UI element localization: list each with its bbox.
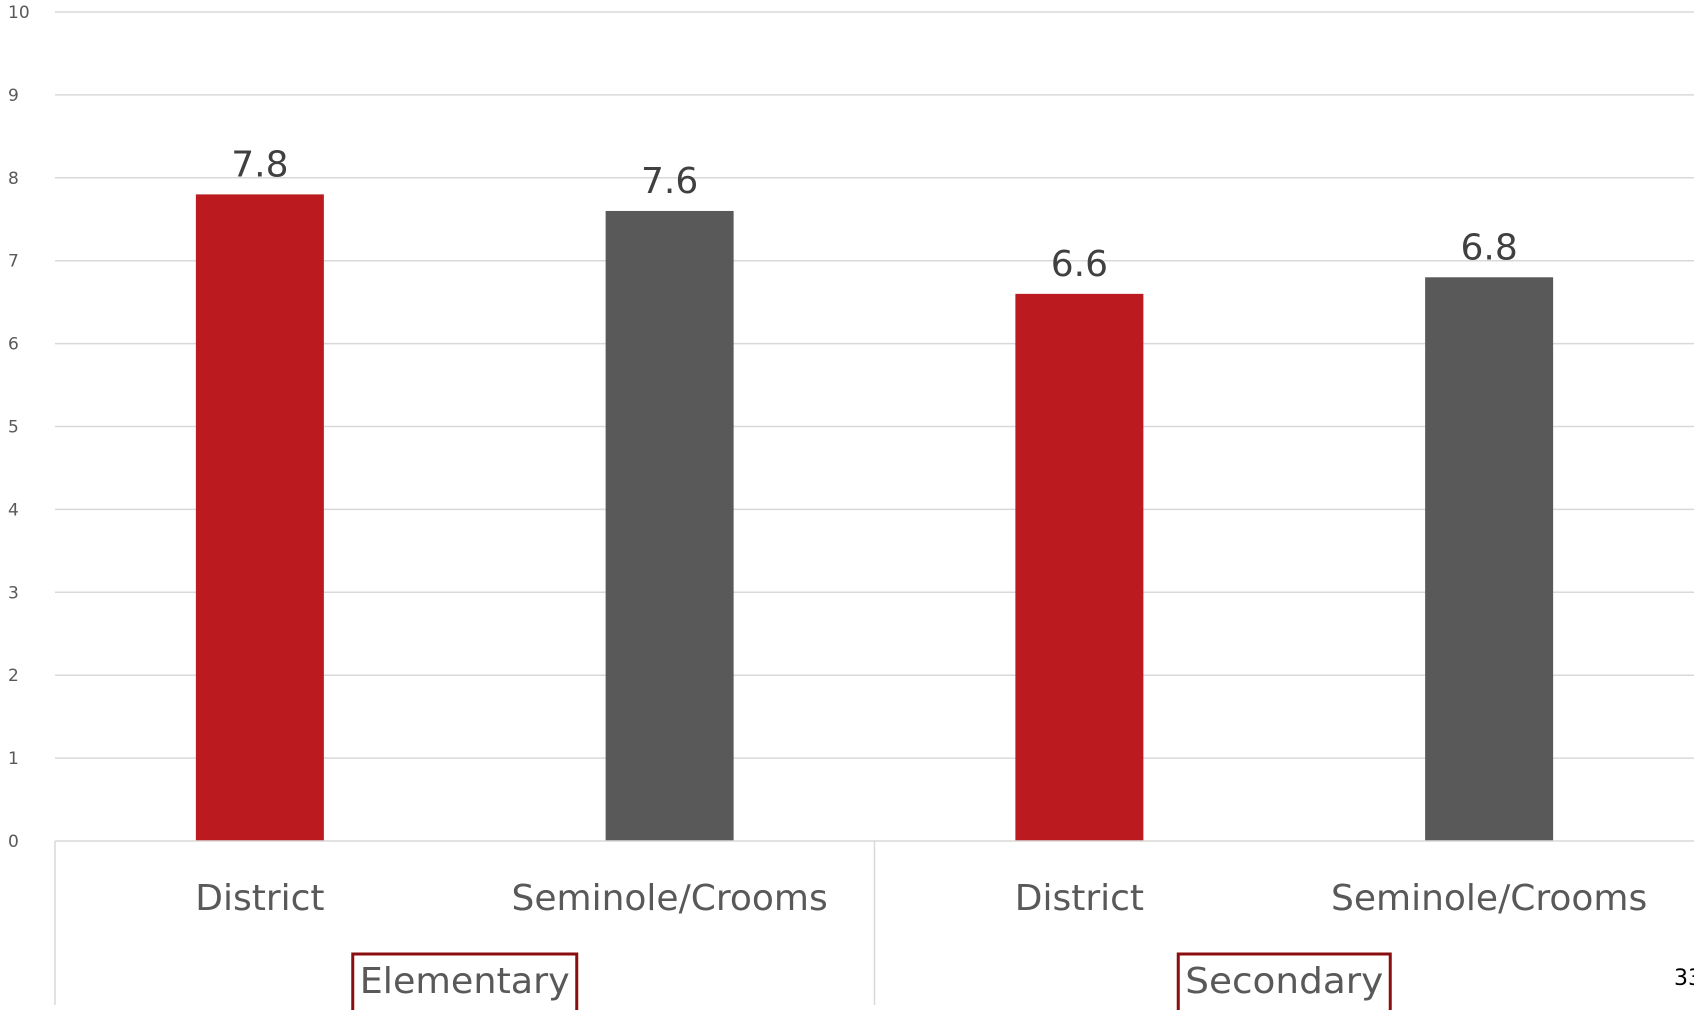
- data-labels: 7.8 7.6 6.6 6.8: [231, 144, 1518, 284]
- category-label-2: Seminole/Crooms: [512, 878, 828, 919]
- data-label-2: 7.6: [641, 161, 698, 202]
- group-label-1: Elementary: [360, 961, 570, 1002]
- data-label-1: 7.8: [231, 144, 288, 185]
- group-box-2: [1176, 952, 1392, 1010]
- y-axis-ticks: 0 1 2 3 4 5 6 7 8 9 10: [8, 3, 30, 852]
- category-axis: [54, 840, 1694, 1005]
- y-tick-label-10: 10: [8, 3, 30, 23]
- y-tick-label-8: 8: [8, 169, 19, 189]
- category-labels: District Seminole/Crooms District Seminole/…: [195, 878, 1647, 919]
- bars: [195, 194, 1554, 841]
- y-tick-label-6: 6: [8, 335, 19, 355]
- bar-2: [605, 210, 734, 841]
- group-label-2: Secondary: [1185, 961, 1383, 1002]
- page-number: 33: [1674, 966, 1694, 991]
- y-tick-label-2: 2: [8, 666, 19, 686]
- y-tick-label-0: 0: [8, 832, 19, 852]
- y-tick-label-4: 4: [8, 500, 19, 520]
- y-tick-label-1: 1: [8, 749, 19, 769]
- bar-4: [1425, 277, 1554, 841]
- category-label-1: District: [195, 878, 324, 919]
- group-box-1: [351, 952, 579, 1010]
- y-tick-label-7: 7: [8, 252, 19, 272]
- gridlines: [55, 11, 1694, 759]
- data-label-4: 6.8: [1460, 227, 1517, 268]
- bar-3: [1015, 293, 1144, 841]
- y-tick-label-9: 9: [8, 86, 19, 106]
- category-label-3: District: [1015, 878, 1144, 919]
- data-label-3: 6.6: [1051, 244, 1108, 285]
- y-tick-label-5: 5: [8, 418, 19, 438]
- y-tick-label-3: 3: [8, 583, 19, 603]
- category-label-4: Seminole/Crooms: [1331, 878, 1647, 919]
- bar-1: [195, 194, 324, 841]
- group-labels: Elementary Secondary: [351, 952, 1392, 1010]
